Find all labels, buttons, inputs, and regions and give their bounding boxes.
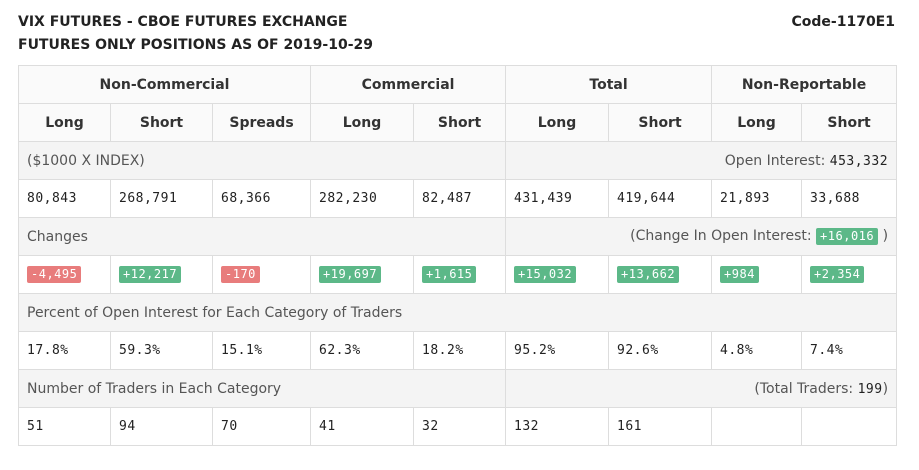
col-header: Short bbox=[801, 103, 898, 142]
percent-value: 4.8% bbox=[711, 331, 803, 370]
col-header: Short bbox=[608, 103, 713, 142]
col-header: Long bbox=[505, 103, 610, 142]
percent-value: 59.3% bbox=[110, 331, 213, 370]
group-nonreportable: Non-Reportable bbox=[711, 65, 898, 104]
traders-value bbox=[711, 407, 803, 446]
traders-value: 51 bbox=[18, 407, 111, 446]
contract-code: Code-1170E1 bbox=[791, 14, 896, 30]
change-badge: +12,217 bbox=[119, 266, 182, 283]
percent-value: 62.3% bbox=[310, 331, 415, 370]
change-badge: -170 bbox=[221, 266, 260, 283]
change-badge: +13,662 bbox=[617, 266, 680, 283]
percent-label: Percent of Open Interest for Each Catego… bbox=[17, 293, 898, 332]
open-interest-label: Open Interest: bbox=[724, 152, 826, 169]
position-value: 431,439 bbox=[505, 179, 610, 218]
change-badge: +15,032 bbox=[514, 266, 577, 283]
position-value: 33,688 bbox=[801, 179, 898, 218]
unit-label: ($1000 X INDEX) bbox=[17, 141, 507, 180]
traders-info-row: Number of Traders in Each Category (Tota… bbox=[17, 369, 898, 408]
changes-info-row: Changes (Change In Open Interest: +16,01… bbox=[17, 217, 898, 256]
total-traders: (Total Traders: 199) bbox=[505, 369, 898, 408]
change-oi-badge: +16,016 bbox=[816, 228, 879, 245]
position-value: 268,791 bbox=[110, 179, 213, 218]
position-value: 21,893 bbox=[711, 179, 803, 218]
traders-value: 41 bbox=[310, 407, 415, 446]
position-value: 419,644 bbox=[608, 179, 713, 218]
position-value: 68,366 bbox=[211, 179, 312, 218]
open-interest: Open Interest: 453,332 bbox=[505, 141, 898, 180]
position-value: 80,843 bbox=[18, 179, 111, 218]
group-header-row: Non-Commercial Commercial Total Non-Repo… bbox=[17, 65, 898, 104]
report-header: VIX FUTURES - CBOE FUTURES EXCHANGE FUTU… bbox=[18, 11, 895, 57]
total-traders-close: ) bbox=[882, 380, 889, 397]
traders-label: Number of Traders in Each Category bbox=[17, 369, 507, 408]
report-title: VIX FUTURES - CBOE FUTURES EXCHANGE bbox=[18, 14, 348, 30]
change-badge: -4,495 bbox=[27, 266, 82, 283]
open-interest-value: 453,332 bbox=[829, 153, 889, 169]
change-badge: +984 bbox=[720, 266, 759, 283]
column-header-row: Long Short Spreads Long Short Long Short… bbox=[18, 103, 898, 142]
col-header: Short bbox=[413, 103, 507, 142]
col-header: Long bbox=[310, 103, 415, 142]
position-value: 282,230 bbox=[310, 179, 415, 218]
traders-value: 161 bbox=[608, 407, 713, 446]
position-value: 82,487 bbox=[413, 179, 507, 218]
col-header: Long bbox=[711, 103, 803, 142]
group-noncommercial: Non-Commercial bbox=[17, 65, 312, 104]
cot-table: Non-Commercial Commercial Total Non-Repo… bbox=[17, 65, 898, 446]
change-oi-label: (Change In Open Interest: bbox=[630, 228, 812, 244]
traders-row: 51 94 70 41 32 132 161 bbox=[18, 407, 898, 446]
percent-value: 17.8% bbox=[18, 331, 111, 370]
traders-value: 94 bbox=[110, 407, 213, 446]
percent-info-row: Percent of Open Interest for Each Catego… bbox=[17, 293, 898, 332]
traders-value bbox=[801, 407, 898, 446]
positions-row: 80,843 268,791 68,366 282,230 82,487 431… bbox=[18, 179, 898, 218]
traders-value: 70 bbox=[211, 407, 312, 446]
traders-value: 132 bbox=[505, 407, 610, 446]
total-traders-value: 199 bbox=[857, 381, 883, 397]
col-header: Spreads bbox=[211, 103, 312, 142]
percent-value: 95.2% bbox=[505, 331, 610, 370]
traders-value: 32 bbox=[413, 407, 507, 446]
change-badge: +19,697 bbox=[319, 266, 382, 283]
change-open-interest: (Change In Open Interest: +16,016 ) bbox=[505, 217, 898, 256]
total-traders-label: (Total Traders: bbox=[754, 380, 854, 397]
group-total: Total bbox=[505, 65, 713, 104]
change-badge: +1,615 bbox=[422, 266, 477, 283]
positions-info-row: ($1000 X INDEX) Open Interest: 453,332 bbox=[17, 141, 898, 180]
change-oi-close: ) bbox=[882, 228, 889, 244]
group-commercial: Commercial bbox=[310, 65, 507, 104]
percent-value: 7.4% bbox=[801, 331, 898, 370]
col-header: Short bbox=[110, 103, 213, 142]
change-badge: +2,354 bbox=[810, 266, 865, 283]
percent-value: 15.1% bbox=[211, 331, 312, 370]
changes-row: -4,495 +12,217 -170 +19,697 +1,615 +15,0… bbox=[18, 255, 898, 294]
report-date: FUTURES ONLY POSITIONS AS OF 2019-10-29 bbox=[18, 37, 373, 53]
col-header: Long bbox=[18, 103, 111, 142]
percent-value: 92.6% bbox=[608, 331, 713, 370]
percent-value: 18.2% bbox=[413, 331, 507, 370]
percent-row: 17.8% 59.3% 15.1% 62.3% 18.2% 95.2% 92.6… bbox=[18, 331, 898, 370]
changes-label: Changes bbox=[17, 217, 507, 256]
